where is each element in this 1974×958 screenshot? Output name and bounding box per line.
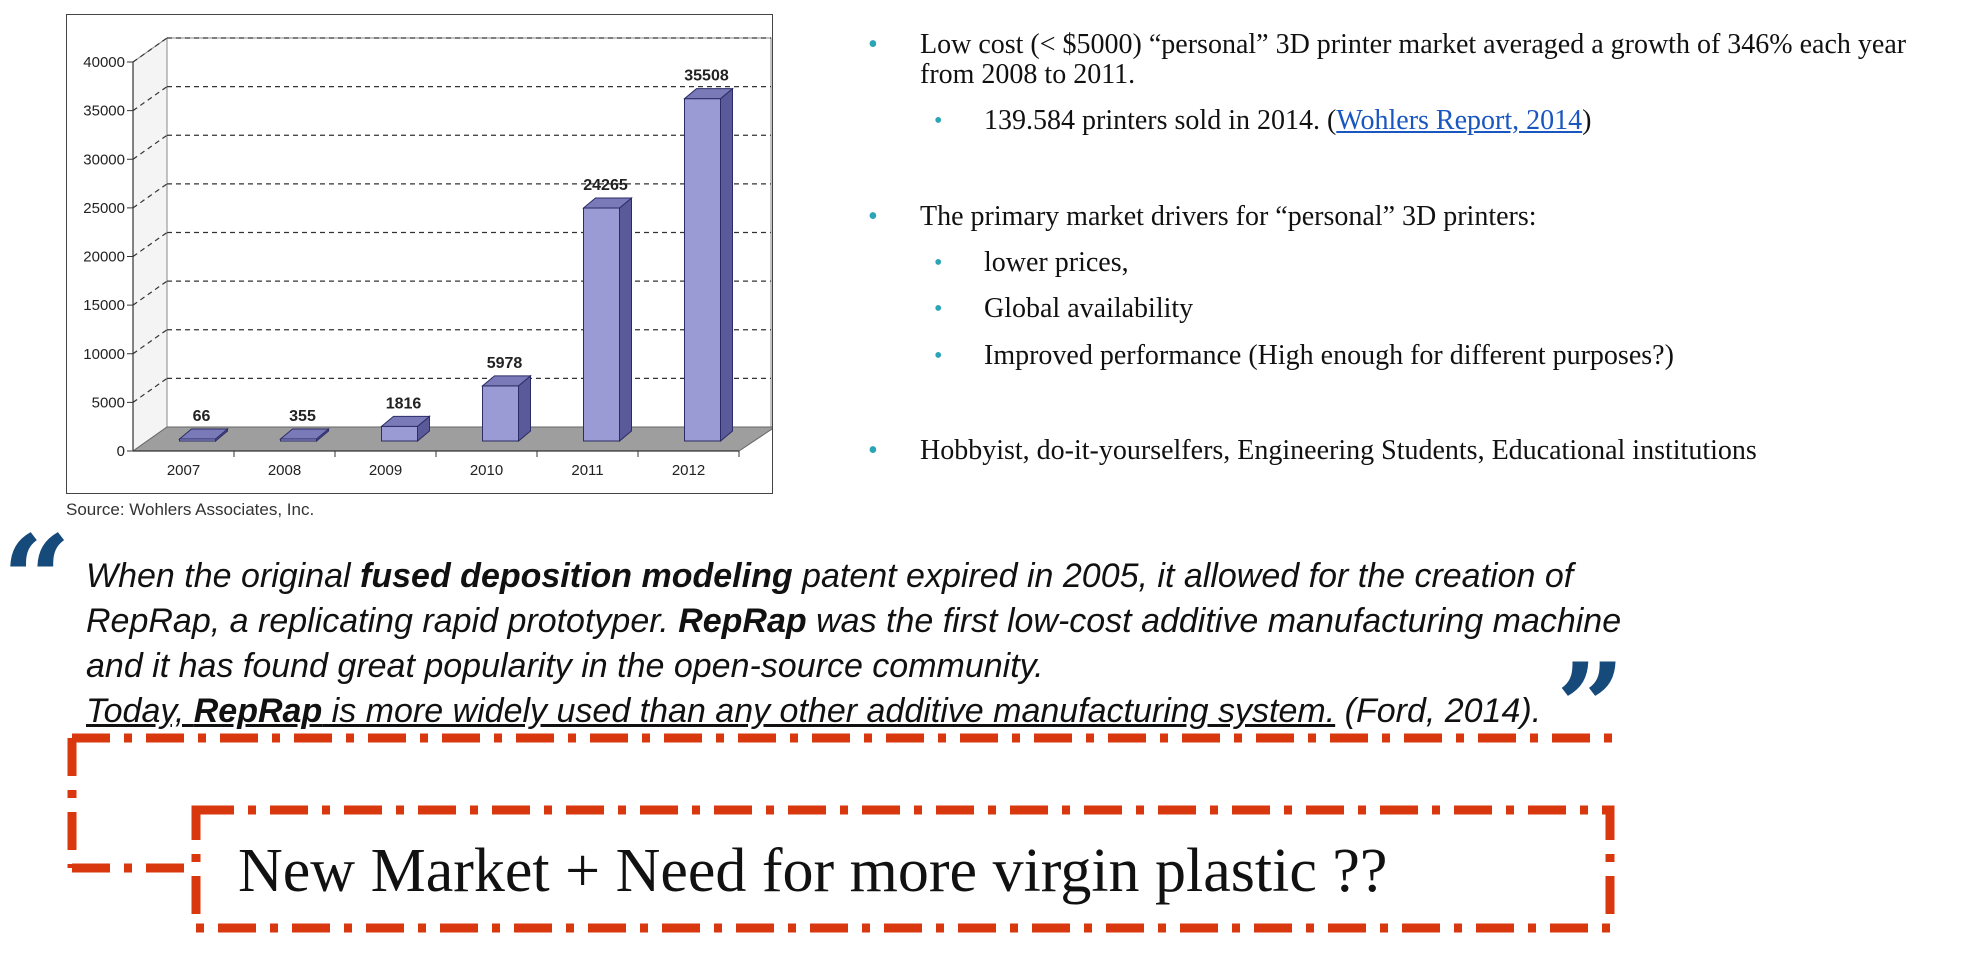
bullet-dot: • xyxy=(934,250,943,276)
open-quote-icon: “ xyxy=(2,509,72,650)
bar-data-label: 1816 xyxy=(386,395,422,412)
y-tick-label: 20000 xyxy=(83,249,125,266)
y-tick-label: 10000 xyxy=(83,346,125,363)
bullet-text: Global availability xyxy=(984,293,1194,324)
bullet-text: The primary market drivers for “personal… xyxy=(920,201,1537,232)
bullet-dot: • xyxy=(934,108,943,134)
y-tick-label: 15000 xyxy=(83,297,125,314)
fdm-quote: When the original fused deposition model… xyxy=(86,554,1806,734)
gridline-diagonal xyxy=(132,134,168,160)
bullet-dot: • xyxy=(868,29,878,60)
chart-canvas: 0 5000 10000 15000 20000 25000 30000 35000 40000… xyxy=(83,37,772,479)
y-tick-label: 30000 xyxy=(83,151,125,168)
x-tick-label: 2010 xyxy=(470,462,503,479)
bullet-dot: • xyxy=(868,201,878,232)
bar-data-label: 24265 xyxy=(583,177,628,194)
y-tick-label: 40000 xyxy=(83,54,125,71)
quote-line: When the original fused deposition model… xyxy=(86,557,1574,595)
x-tick-label: 2009 xyxy=(369,462,402,479)
bar-top xyxy=(380,415,431,427)
bar xyxy=(684,98,721,442)
gridline-diagonal xyxy=(132,86,168,112)
inner-dashed-frame xyxy=(191,805,1615,933)
bar-top xyxy=(279,428,330,440)
quote-line: and it has found great popularity in the… xyxy=(86,647,1044,685)
y-tick-label: 35000 xyxy=(83,103,125,120)
gridline-diagonal xyxy=(132,377,168,403)
x-tick-label: 2007 xyxy=(167,462,200,479)
headline: New Market + Need for more virgin plasti… xyxy=(238,837,1388,905)
bullet-dot: • xyxy=(868,435,878,466)
y-tick-label: 5000 xyxy=(92,394,125,411)
gridline-diagonal xyxy=(132,280,168,306)
y-tick-label: 25000 xyxy=(83,200,125,217)
bar-data-label: 66 xyxy=(193,408,211,425)
bullet-text: Low cost (< $5000) “personal” 3D printer… xyxy=(920,29,1907,90)
x-tick-label: 2008 xyxy=(268,462,301,479)
outer-dashed-frame xyxy=(67,733,1612,873)
bar-top xyxy=(582,197,633,209)
bullet-text: lower prices, xyxy=(984,247,1129,278)
gridline-diagonal xyxy=(132,232,168,257)
bar-top xyxy=(178,428,229,440)
x-tick-label: 2011 xyxy=(571,462,603,479)
bar xyxy=(583,207,620,442)
close-quote-icon: ” xyxy=(1556,637,1626,778)
gridline-diagonal xyxy=(132,37,168,63)
bar-data-label: 355 xyxy=(289,408,316,425)
quote-line: RepRap, a replicating rapid prototyper. … xyxy=(86,602,1622,640)
bullet-dot: • xyxy=(934,343,943,369)
bullet-text: Hobbyist, do-it-yourselfers, Engineering… xyxy=(920,435,1757,466)
bullet-dot: • xyxy=(934,296,943,322)
gridline-diagonal xyxy=(132,183,168,209)
bullet-text: 139.584 printers sold in 2014. (Wohlers … xyxy=(984,105,1592,136)
bar-top xyxy=(683,88,734,100)
bar-data-label: 5978 xyxy=(487,355,523,372)
wohlers-report-link[interactable]: Wohlers Report, 2014 xyxy=(1336,105,1583,136)
x-tick-label: 2012 xyxy=(672,462,705,479)
gridline-diagonal xyxy=(132,329,168,355)
bar-top xyxy=(481,375,532,387)
bar-data-label: 35508 xyxy=(684,68,729,85)
y-tick-label: 0 xyxy=(117,443,125,460)
quote-line: Today, RepRap is more widely used than a… xyxy=(86,692,1542,730)
bullet-text: Improved performance (High enough for di… xyxy=(984,340,1674,371)
bar-chart: 0 5000 10000 15000 20000 25000 30000 35000 40000… xyxy=(66,14,773,494)
chart-source: Source: Wohlers Associates, Inc. xyxy=(66,500,315,519)
